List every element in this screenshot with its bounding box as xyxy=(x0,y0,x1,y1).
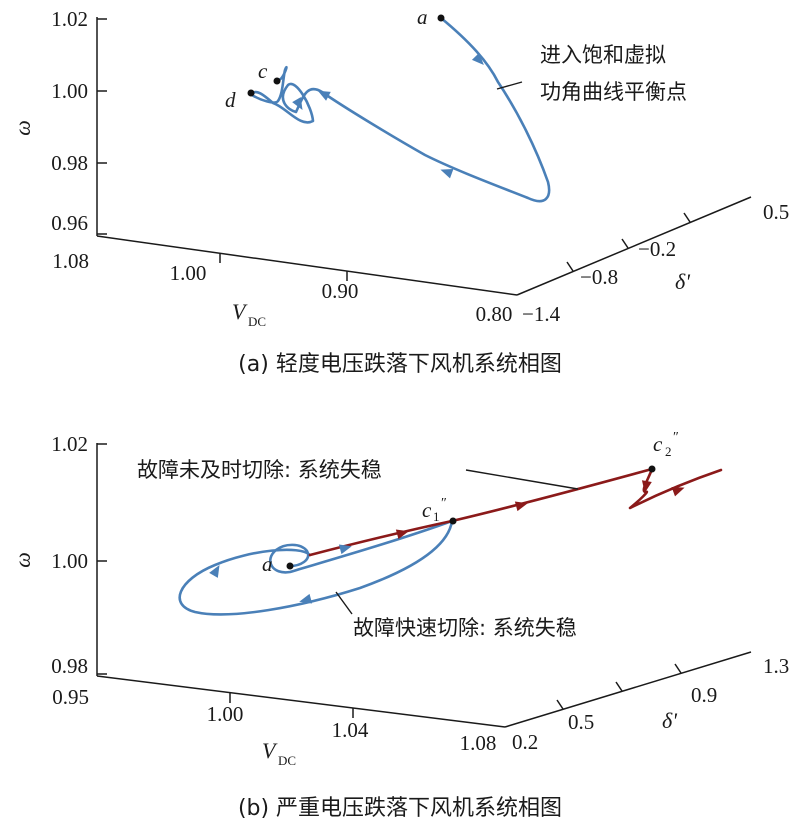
panel-b-point-label-c1: c 1 ″ xyxy=(422,496,447,524)
panel-a-point-label-d: d xyxy=(225,88,236,112)
panel-a-y-axis-label: δ' xyxy=(675,269,690,294)
panel-a-z-axis-label: ω xyxy=(10,120,35,136)
panel-a: 1.02 1.00 0.98 0.96 1.08 1.00 0.90 0.80 … xyxy=(10,5,789,377)
panel-a-y-tick xyxy=(683,212,691,223)
svg-text:DC: DC xyxy=(248,314,266,329)
panel-b-arrow xyxy=(395,529,409,540)
panel-b-y-axis xyxy=(504,651,752,728)
panel-a-x-tick-label: 1.00 xyxy=(170,261,207,285)
panel-a-point-d xyxy=(247,89,255,97)
panel-b-axes xyxy=(96,443,752,728)
panel-b-x-tick-label: 1.04 xyxy=(332,718,369,742)
panel-a-y-tick xyxy=(566,261,574,272)
panel-b-series-fast-clearing xyxy=(178,519,454,616)
panel-b-y-tick xyxy=(615,681,623,692)
panel-b-annotations: 故障未及时切除: 系统失稳 故障快速切除: 系统失稳 xyxy=(137,458,579,640)
panel-b-annotation-fast: 故障快速切除: 系统失稳 xyxy=(353,616,577,640)
panel-b-arrow xyxy=(209,564,220,578)
panel-b-arrows xyxy=(209,480,685,604)
panel-a-point-label-a: a xyxy=(417,5,428,29)
panel-a-points: a c d xyxy=(225,5,445,112)
panel-b-point-label-a: a xyxy=(262,552,273,576)
panel-b-tick-labels: 1.02 1.00 0.98 0.95 1.00 1.04 1.08 0.2 0… xyxy=(51,432,789,755)
panel-a-axes xyxy=(96,17,752,296)
panel-a-series-trajectory xyxy=(250,16,551,203)
panel-b-y-tick xyxy=(674,663,682,674)
svg-text:V: V xyxy=(262,738,278,763)
panel-b-caption: (b) 严重电压跌落下风机系统相图 xyxy=(238,796,562,821)
panel-a-y-tick-label: 0.5 xyxy=(763,200,789,224)
panel-b-x-axis-label: V DC xyxy=(262,738,296,768)
panel-a-arrow xyxy=(471,52,484,66)
panel-a-x-axis xyxy=(96,235,518,296)
panel-b-y-axis-label: δ' xyxy=(662,708,677,733)
panel-b-arrow xyxy=(641,480,652,493)
panel-b-arrow xyxy=(514,501,528,512)
panel-b-z-tick-label: 1.02 xyxy=(51,432,88,456)
panel-a-point-c xyxy=(273,77,281,85)
panel-b-point-label-c2: c 2 ″ xyxy=(653,430,679,459)
panel-a-y-tick-label: −0.8 xyxy=(580,265,618,289)
panel-b-arrow xyxy=(671,487,685,497)
panel-b: 1.02 1.00 0.98 0.95 1.00 1.04 1.08 0.2 0… xyxy=(10,430,789,821)
panel-a-annotation-line-2: 功角曲线平衡点 xyxy=(540,80,687,104)
svg-text:″: ″ xyxy=(673,430,679,445)
svg-text:c: c xyxy=(653,432,663,456)
panel-a-z-tick-label: 0.98 xyxy=(51,151,88,175)
svg-text:″: ″ xyxy=(441,496,447,511)
panel-b-point-a xyxy=(286,562,294,570)
panel-a-arrow xyxy=(317,90,331,101)
panel-b-annotation-leader-delayed xyxy=(465,469,579,490)
panel-a-y-tick-label: −0.2 xyxy=(638,237,676,261)
panel-b-x-tick-label: 1.08 xyxy=(460,731,497,755)
svg-text:V: V xyxy=(232,299,248,324)
panel-b-z-tick-label: 1.00 xyxy=(51,549,88,573)
panel-b-point-c1 xyxy=(449,517,457,525)
panel-a-annotation-leader xyxy=(496,81,523,90)
panel-b-y-tick xyxy=(556,699,564,710)
panel-b-point-c2 xyxy=(648,465,656,473)
panel-b-y-tick-label: 0.2 xyxy=(512,730,538,754)
svg-text:2: 2 xyxy=(665,444,672,459)
panel-a-z-tick-label: 1.00 xyxy=(51,79,88,103)
panel-b-arrow xyxy=(299,593,313,604)
panel-a-point-a xyxy=(437,14,445,22)
panel-b-z-axis-label: ω xyxy=(10,552,35,568)
panel-a-x-axis-label: V DC xyxy=(232,299,266,329)
panel-a-x-tick-label: 0.80 xyxy=(476,302,513,326)
svg-text:1: 1 xyxy=(433,509,440,524)
panel-b-x-tick-label: 1.00 xyxy=(207,702,244,726)
panel-b-y-tick-label: 0.9 xyxy=(691,683,717,707)
panel-b-annotation-delayed: 故障未及时切除: 系统失稳 xyxy=(137,458,382,482)
panel-a-arrow xyxy=(440,169,454,179)
svg-text:c: c xyxy=(422,498,432,522)
panel-a-z-tick-label: 0.96 xyxy=(51,211,88,235)
panel-a-tick-labels: 1.02 1.00 0.98 0.96 1.08 1.00 0.90 0.80 … xyxy=(51,7,789,326)
panel-b-annotation-leader-fast xyxy=(335,591,353,615)
panel-b-y-tick-label: 0.5 xyxy=(568,710,594,734)
panel-b-x-axis xyxy=(96,675,506,728)
panel-b-y-tick-label: 1.3 xyxy=(763,654,789,678)
panel-a-caption: (a) 轻度电压跌落下风机系统相图 xyxy=(238,352,562,377)
panel-a-arrows xyxy=(292,52,484,179)
panel-a-arrow xyxy=(292,97,303,111)
panel-a-y-tick-label: −1.4 xyxy=(522,302,561,326)
panel-a-x-tick-label: 0.90 xyxy=(322,279,359,303)
svg-text:DC: DC xyxy=(278,753,296,768)
panel-a-x-tick-label: 1.08 xyxy=(52,249,89,273)
panel-b-z-tick-label: 0.98 xyxy=(51,654,88,678)
panel-a-annotation: 进入饱和虚拟 功角曲线平衡点 xyxy=(496,43,687,104)
panel-a-point-label-c: c xyxy=(258,59,268,83)
panel-a-y-axis xyxy=(516,196,752,296)
panel-b-x-tick-label: 0.95 xyxy=(52,685,89,709)
panel-a-y-tick xyxy=(621,238,629,249)
panel-b-arrow xyxy=(338,544,352,555)
panel-a-annotation-line-1: 进入饱和虚拟 xyxy=(540,43,666,67)
panel-a-z-tick-label: 1.02 xyxy=(51,7,88,31)
panel-b-points: a c 1 ″ c 2 ″ xyxy=(262,430,679,576)
